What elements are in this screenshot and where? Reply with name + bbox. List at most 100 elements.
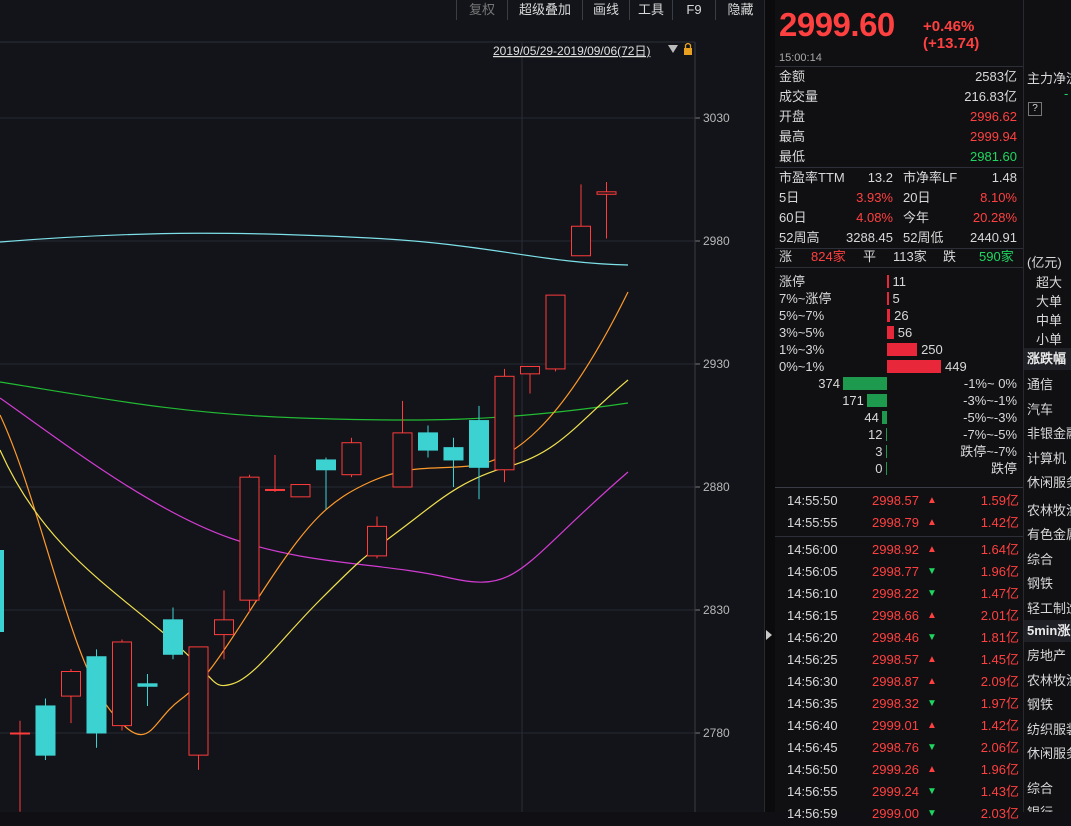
candlestick[interactable] xyxy=(265,455,285,492)
candlestick[interactable] xyxy=(469,405,489,500)
toolbar-tools-button[interactable]: 工具 xyxy=(629,0,672,20)
section-change-header[interactable]: 涨跌幅 xyxy=(1024,348,1071,370)
trade-price: 2998.79 xyxy=(872,515,919,530)
sector-item[interactable]: 农林牧渔 xyxy=(1027,672,1071,688)
candlestick[interactable] xyxy=(61,669,81,724)
kline-chart-panel[interactable]: 复权 超级叠加 画线 工具 F9 隐藏 3030 2980 2930 2880 2830… xyxy=(0,0,764,812)
sector-item[interactable]: 纺织服装 xyxy=(1027,721,1071,737)
candlestick[interactable] xyxy=(86,649,107,748)
kline-svg[interactable]: 3030 2980 2930 2880 2830 2780 2019/05/29-2019/… xyxy=(0,20,764,812)
candlestick[interactable] xyxy=(392,400,413,488)
ratio-value-2: 2440.91 xyxy=(970,230,1017,245)
candlestick[interactable] xyxy=(443,437,464,487)
dist-up-count: 11 xyxy=(892,274,907,289)
flow-item: 大单 xyxy=(1036,294,1063,309)
candlestick[interactable] xyxy=(520,365,540,394)
trade-row[interactable]: 14:56:05 2998.77 ▼ 1.96亿 xyxy=(775,562,1023,584)
dist-up-label: 0%~1% xyxy=(779,359,825,374)
candlestick[interactable] xyxy=(290,484,311,498)
ratio-label-2: 今年 xyxy=(903,210,930,225)
trade-row[interactable]: 14:56:50 2999.26 ▲ 1.96亿 xyxy=(775,760,1023,782)
trade-row[interactable]: 14:56:45 2998.76 ▼ 2.06亿 xyxy=(775,738,1023,760)
lock-icon-shackle xyxy=(684,42,692,48)
candlestick[interactable] xyxy=(418,425,438,458)
breadth-down-count: 590家 xyxy=(979,249,1014,264)
trade-row[interactable]: 14:56:25 2998.57 ▲ 1.45亿 xyxy=(775,650,1023,672)
candlestick[interactable] xyxy=(341,437,362,478)
trade-time: 14:56:20 xyxy=(787,630,838,645)
sector-item[interactable]: 钢铁 xyxy=(1027,576,1054,591)
ma-green-line xyxy=(0,381,629,421)
lock-icon[interactable] xyxy=(684,48,692,55)
expand-arrow-icon[interactable] xyxy=(766,630,772,640)
ma-magenta-line xyxy=(0,397,629,583)
trade-row[interactable]: 14:56:10 2998.22 ▼ 1.47亿 xyxy=(775,584,1023,606)
y-tick-label: 2930 xyxy=(703,357,730,371)
date-range-label[interactable]: 2019/05/29-2019/09/06(72日) xyxy=(493,44,650,58)
dist-up-label: 3%~5% xyxy=(779,325,825,340)
trade-price: 2998.22 xyxy=(872,586,919,601)
sector-item[interactable]: 钢铁 xyxy=(1027,697,1054,712)
dist-up-bar xyxy=(887,309,891,322)
sector-item[interactable]: 房地产 xyxy=(1027,648,1067,663)
sector-item[interactable]: 农林牧渔 xyxy=(1027,502,1071,518)
candlestick[interactable] xyxy=(112,639,132,731)
trade-row[interactable]: 14:56:30 2998.87 ▲ 2.09亿 xyxy=(775,672,1023,694)
dropdown-triangle-icon[interactable] xyxy=(668,45,678,53)
ratio-row: 5日 3.93% 20日 8.10% xyxy=(775,188,1023,208)
trade-row[interactable]: 14:56:40 2999.01 ▲ 1.42亿 xyxy=(775,716,1023,738)
arrow-up-icon: ▲ xyxy=(927,517,937,528)
candlestick[interactable] xyxy=(545,294,566,372)
sector-item[interactable]: 非银金融 xyxy=(1027,426,1071,441)
sector-item[interactable]: 通信 xyxy=(1027,377,1054,392)
summary-value: 2996.62 xyxy=(970,109,1017,124)
trade-row[interactable]: 14:56:55 2999.24 ▼ 1.43亿 xyxy=(775,782,1023,804)
dist-up-label: 1%~3% xyxy=(779,342,825,357)
trade-row[interactable]: 14:56:15 2998.66 ▲ 2.01亿 xyxy=(775,606,1023,628)
candlestick[interactable] xyxy=(367,516,387,559)
candlestick[interactable] xyxy=(188,646,209,770)
toolbar-fuquan-button[interactable]: 复权 xyxy=(456,0,507,20)
dist-down-count: 0 xyxy=(875,461,883,476)
dist-down-bar xyxy=(866,394,887,407)
help-icon[interactable]: ? xyxy=(1028,102,1042,116)
trade-row[interactable]: 14:56:59 2999.00 ▼ 2.03亿 xyxy=(775,804,1023,826)
candlestick[interactable] xyxy=(35,698,56,761)
candlestick[interactable] xyxy=(10,720,30,812)
dist-down-count: 44 xyxy=(864,410,879,425)
trade-row[interactable]: 14:55:50 2998.57 ▲ 1.59亿 xyxy=(775,491,1023,513)
trade-time: 14:56:25 xyxy=(787,652,838,667)
toolbar-hide-button[interactable]: 隐藏 xyxy=(715,0,765,20)
ratio-value-1: 3288.45 xyxy=(846,230,893,245)
trade-time: 14:56:59 xyxy=(787,806,838,821)
sector-item[interactable]: 休闲服务 xyxy=(1027,475,1071,490)
section-5min-header[interactable]: 5min涨 xyxy=(1024,620,1071,642)
sector-item[interactable]: 综合 xyxy=(1027,780,1054,796)
candlestick[interactable] xyxy=(494,368,515,483)
ratio-value-1: 13.2 xyxy=(867,170,893,185)
sector-item[interactable]: 汽车 xyxy=(1027,401,1054,417)
sector-item[interactable]: 计算机 xyxy=(1027,450,1067,466)
trade-row[interactable]: 14:56:00 2998.92 ▲ 1.64亿 xyxy=(775,540,1023,562)
candlestick[interactable] xyxy=(137,673,158,706)
toolbar-f9-button[interactable]: F9 xyxy=(672,0,715,20)
trade-price: 2999.01 xyxy=(872,718,919,733)
sector-item[interactable]: 轻工制造 xyxy=(1027,600,1071,616)
trade-row[interactable]: 14:56:35 2998.32 ▼ 1.97亿 xyxy=(775,694,1023,716)
candlestick[interactable] xyxy=(596,181,617,239)
sector-item[interactable]: 银行 xyxy=(1027,802,1053,812)
candlestick[interactable] xyxy=(214,590,234,660)
toolbar-overlay-button[interactable]: 超级叠加 xyxy=(507,0,582,20)
candlestick[interactable] xyxy=(571,184,591,257)
trade-row[interactable]: 14:55:55 2998.79 ▲ 1.42亿 xyxy=(775,513,1023,535)
candlestick[interactable] xyxy=(316,457,336,510)
sector-item[interactable]: 综合 xyxy=(1027,551,1054,567)
candlestick[interactable] xyxy=(163,607,183,660)
sector-item[interactable]: 休闲服务 xyxy=(1027,746,1071,761)
trade-row[interactable]: 14:56:20 2998.46 ▼ 1.81亿 xyxy=(775,628,1023,650)
toolbar-draw-button[interactable]: 画线 xyxy=(582,0,629,20)
breadth-flat-count: 113家 xyxy=(893,249,927,264)
candlestick[interactable] xyxy=(239,474,260,613)
sector-item[interactable]: 有色金属 xyxy=(1027,527,1071,542)
